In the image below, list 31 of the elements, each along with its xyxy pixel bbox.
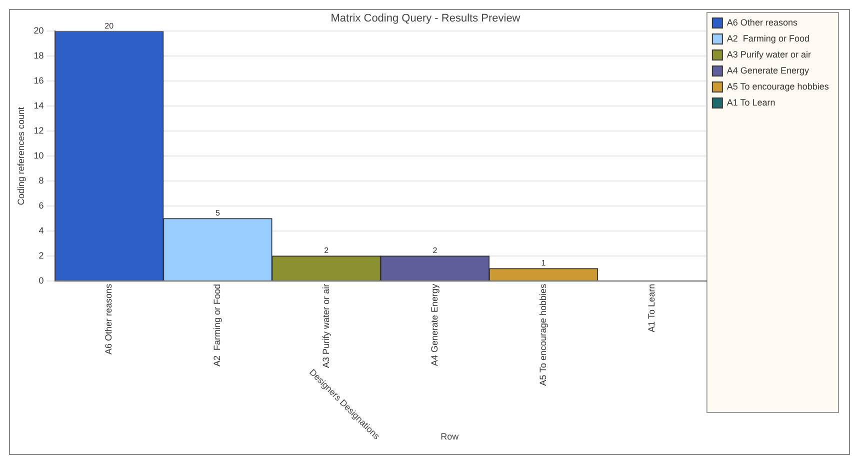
data-label: 1: [541, 258, 546, 268]
legend-label: A4 Generate Energy: [726, 65, 810, 76]
y-tick-label: 12: [34, 126, 44, 136]
legend-label: A6 Other reasons: [726, 17, 798, 28]
y-tick-label: 6: [38, 200, 44, 210]
legend-label: A3 Purify water or air: [726, 49, 811, 60]
y-tick-label: 10: [34, 150, 44, 161]
y-tick-label: 18: [34, 50, 44, 61]
chart-title: Matrix Coding Query - Results Preview: [330, 12, 520, 25]
data-label: 2: [324, 246, 330, 256]
y-tick-label: 16: [34, 76, 44, 86]
legend-label: A5 To encourage hobbies: [726, 81, 830, 92]
y-tick-label: 8: [38, 176, 44, 186]
y-tick-label: 2: [38, 250, 44, 260]
y-tick-label: 4: [38, 225, 44, 236]
legend-label: A2 Farming or Food: [726, 33, 810, 44]
legend-label: A1 To Learn: [726, 97, 776, 108]
y-tick-label: 14: [34, 100, 44, 111]
x-tick-label: A4 Generate Energy: [429, 283, 440, 366]
x-tick-label: A6 Other reasons: [104, 283, 114, 354]
x-tick-label: A5 To encourage hobbies: [538, 283, 548, 386]
data-label: 2: [432, 246, 438, 256]
x-tick-label: A3 Purify water or air: [320, 284, 331, 368]
text: Row: [440, 431, 460, 442]
y-tick-label: 20: [34, 26, 44, 36]
x-tick-label: A1 To Learn: [646, 284, 657, 332]
data-label: 5: [215, 208, 220, 218]
data-label: 20: [104, 21, 114, 30]
y-axis-title: Coding references count: [16, 106, 26, 206]
x-tick-label: A2 Farming or Food: [212, 284, 222, 366]
y-tick-label: 0: [38, 275, 44, 286]
